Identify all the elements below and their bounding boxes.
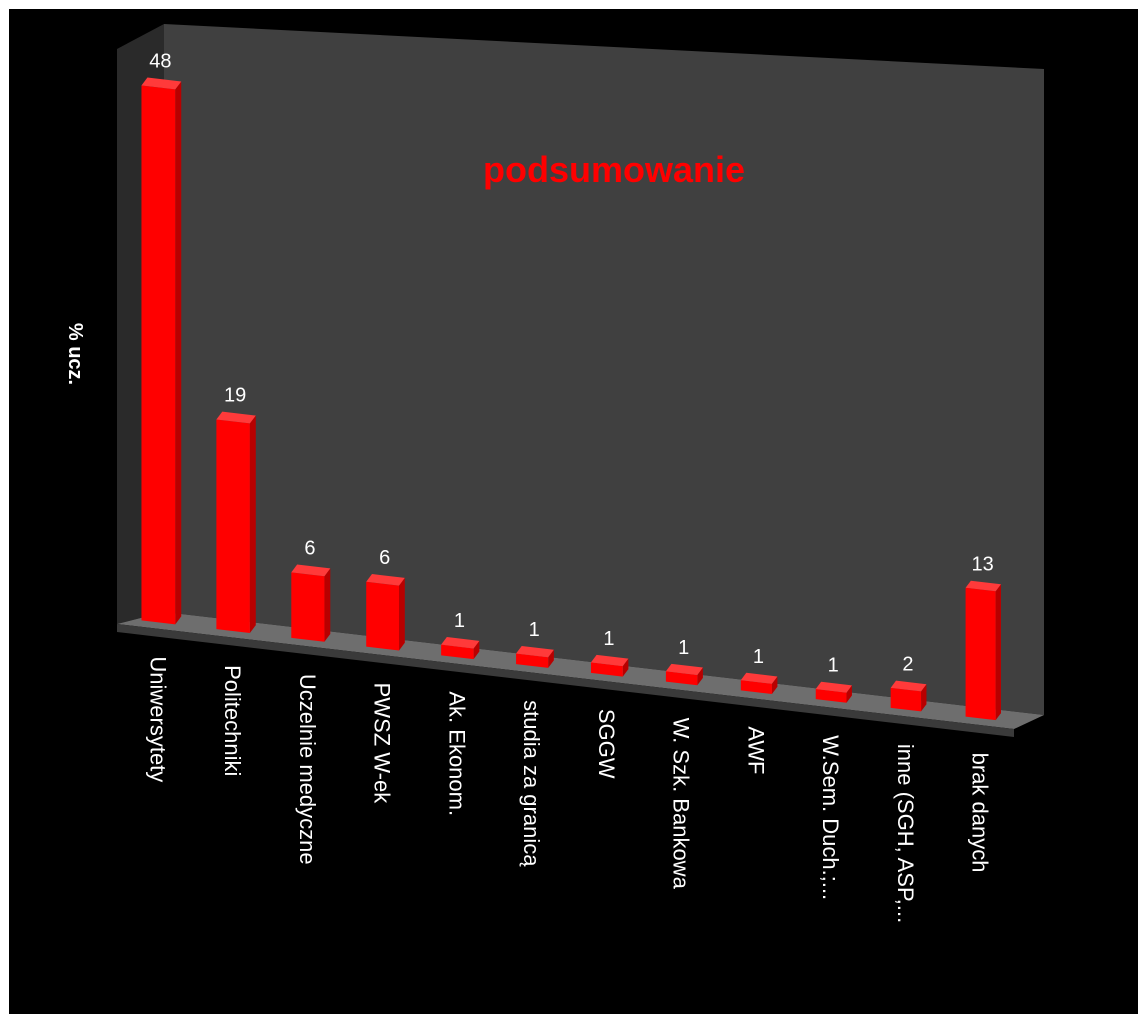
category-labels: Uniwersytety Politechniki Uczelnie medyczn… (145, 656, 992, 923)
bar-top (441, 637, 480, 649)
category-tick-label: Uczelnie medyczne (295, 674, 320, 865)
data-label: 19 (224, 385, 246, 407)
bar-top (815, 681, 852, 693)
bar (815, 688, 847, 703)
bar-top (216, 411, 256, 424)
bar-top (366, 574, 405, 586)
bar-top (740, 672, 778, 684)
bar (291, 572, 325, 642)
bar-side (324, 568, 331, 642)
bar-side (771, 676, 778, 695)
bar (665, 671, 698, 686)
category-tick-label: W.Sem. Duch.;... (818, 735, 843, 900)
category-tick-label: studia za granicą (519, 700, 544, 867)
bar-top (291, 564, 331, 577)
bar-side (921, 684, 927, 712)
bar (141, 85, 176, 625)
bar-top (141, 77, 182, 90)
bar-side (548, 649, 554, 668)
bar-top (590, 654, 629, 667)
back-wall (164, 24, 1044, 715)
data-label: 1 (828, 655, 839, 677)
bar (890, 687, 922, 712)
chart-frame: podsumowanie % ucz. 48 19 6 6 1 1 1 1 1 1 2 13 Uniw… (9, 9, 1138, 1014)
category-tick-label: W. Szk. Bankowa (669, 718, 694, 890)
data-label: 1 (678, 637, 689, 659)
category-tick-label: inne (SGH, ASP,... (893, 744, 918, 923)
data-label: 6 (304, 538, 315, 560)
bar-side (473, 640, 480, 660)
data-label: 48 (149, 51, 171, 73)
bar (965, 587, 996, 721)
category-tick-label: Ak. Ekonom. (444, 691, 469, 816)
bar-side (697, 667, 703, 686)
data-label: 2 (902, 654, 913, 676)
value-labels: 48 19 6 6 1 1 1 1 1 1 2 13 (149, 51, 994, 677)
category-tick-label: brak danych (968, 753, 993, 873)
category-tick-label: SGGW (594, 709, 619, 779)
bar (216, 419, 250, 634)
bar-side (399, 577, 405, 651)
bar (590, 662, 623, 677)
bar-top (890, 680, 927, 692)
bar-side (995, 584, 1001, 721)
data-label: 1 (753, 646, 764, 668)
category-tick-label: AWF (743, 726, 768, 774)
data-label: 13 (972, 554, 994, 576)
category-tick-label: PWSZ W-ek (370, 683, 395, 805)
bar-chart: podsumowanie % ucz. 48 19 6 6 1 1 1 1 1 1 2 13 Uniw… (64, 24, 1044, 923)
bar (441, 644, 474, 660)
bar-top (665, 663, 703, 675)
y-axis-label: % ucz. (64, 323, 86, 385)
data-label: 1 (454, 610, 465, 632)
bar-top (965, 580, 1001, 592)
bar-side (175, 81, 182, 625)
bar (740, 680, 772, 695)
bar (516, 653, 549, 668)
chart-title: podsumowanie (483, 149, 745, 190)
chart-walls (117, 24, 1044, 737)
bar-side (249, 415, 256, 634)
category-tick-label: Uniwersytety (145, 656, 170, 782)
data-label: 1 (603, 628, 614, 650)
category-tick-label: Politechniki (220, 665, 245, 776)
bars (141, 77, 1001, 721)
bar-top (516, 645, 554, 658)
bar (366, 581, 400, 651)
floor-edge (117, 624, 1014, 737)
bar-side (622, 658, 629, 677)
data-label: 6 (379, 547, 390, 569)
data-label: 1 (529, 619, 540, 641)
bar-side (846, 685, 852, 703)
floor (117, 612, 1044, 729)
